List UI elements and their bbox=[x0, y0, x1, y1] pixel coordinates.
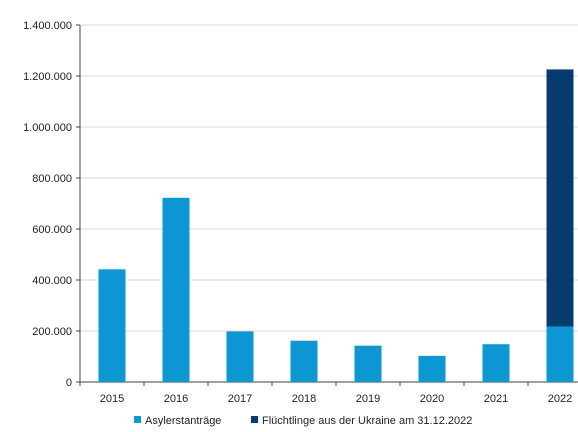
x-tick-label-2017: 2017 bbox=[228, 393, 252, 405]
bar-2016-series-0 bbox=[162, 197, 190, 382]
x-tick-label-2018: 2018 bbox=[292, 393, 316, 405]
y-tick-label: 0 bbox=[66, 377, 72, 389]
y-tick-label: 600.000 bbox=[32, 224, 72, 236]
y-tick-label: 800.000 bbox=[32, 173, 72, 185]
y-tick-labels: 0 200.000 400.000 600.000 800.000 1.000.000 1.… bbox=[23, 20, 80, 389]
x-tick-label-2015: 2015 bbox=[100, 393, 124, 405]
y-tick-label: 1.200.000 bbox=[23, 71, 72, 83]
x-tick-label-2019: 2019 bbox=[356, 393, 380, 405]
x-tick-label-2020: 2020 bbox=[420, 393, 444, 405]
legend: Asylerstanträge Flüchtlinge aus der Ukrai… bbox=[134, 415, 472, 427]
legend-swatch-1 bbox=[251, 416, 258, 423]
gridlines bbox=[80, 24, 578, 332]
y-tick-label: 400.000 bbox=[32, 275, 72, 287]
bar-2018-series-0 bbox=[290, 340, 318, 382]
x-tick-label-2016: 2016 bbox=[164, 393, 188, 405]
bar-2017-series-0 bbox=[226, 331, 254, 382]
y-tick-label: 200.000 bbox=[32, 326, 72, 338]
bar-2022-series-0 bbox=[546, 326, 574, 382]
legend-swatch-0 bbox=[134, 416, 141, 423]
y-tick-label: 1.400.000 bbox=[23, 20, 72, 32]
bars bbox=[98, 69, 574, 382]
x-tick-label-2022: 2022 bbox=[548, 393, 572, 405]
legend-label-0: Asylerstanträge bbox=[145, 415, 221, 427]
bar-2021-series-0 bbox=[482, 344, 510, 382]
bar-2022-series-1 bbox=[546, 69, 574, 327]
legend-label-1: Flüchtlinge aus der Ukraine am 31.12.202… bbox=[262, 415, 472, 427]
y-tick-label: 1.000.000 bbox=[23, 122, 72, 134]
x-tick-label-2021: 2021 bbox=[484, 393, 508, 405]
bar-2015-series-0 bbox=[98, 269, 126, 382]
x-tick-labels: 2015 2016 2017 2018 2019 2020 2021 2022 bbox=[79, 382, 572, 405]
bar-2020-series-0 bbox=[418, 355, 446, 382]
bar-2019-series-0 bbox=[354, 345, 382, 382]
